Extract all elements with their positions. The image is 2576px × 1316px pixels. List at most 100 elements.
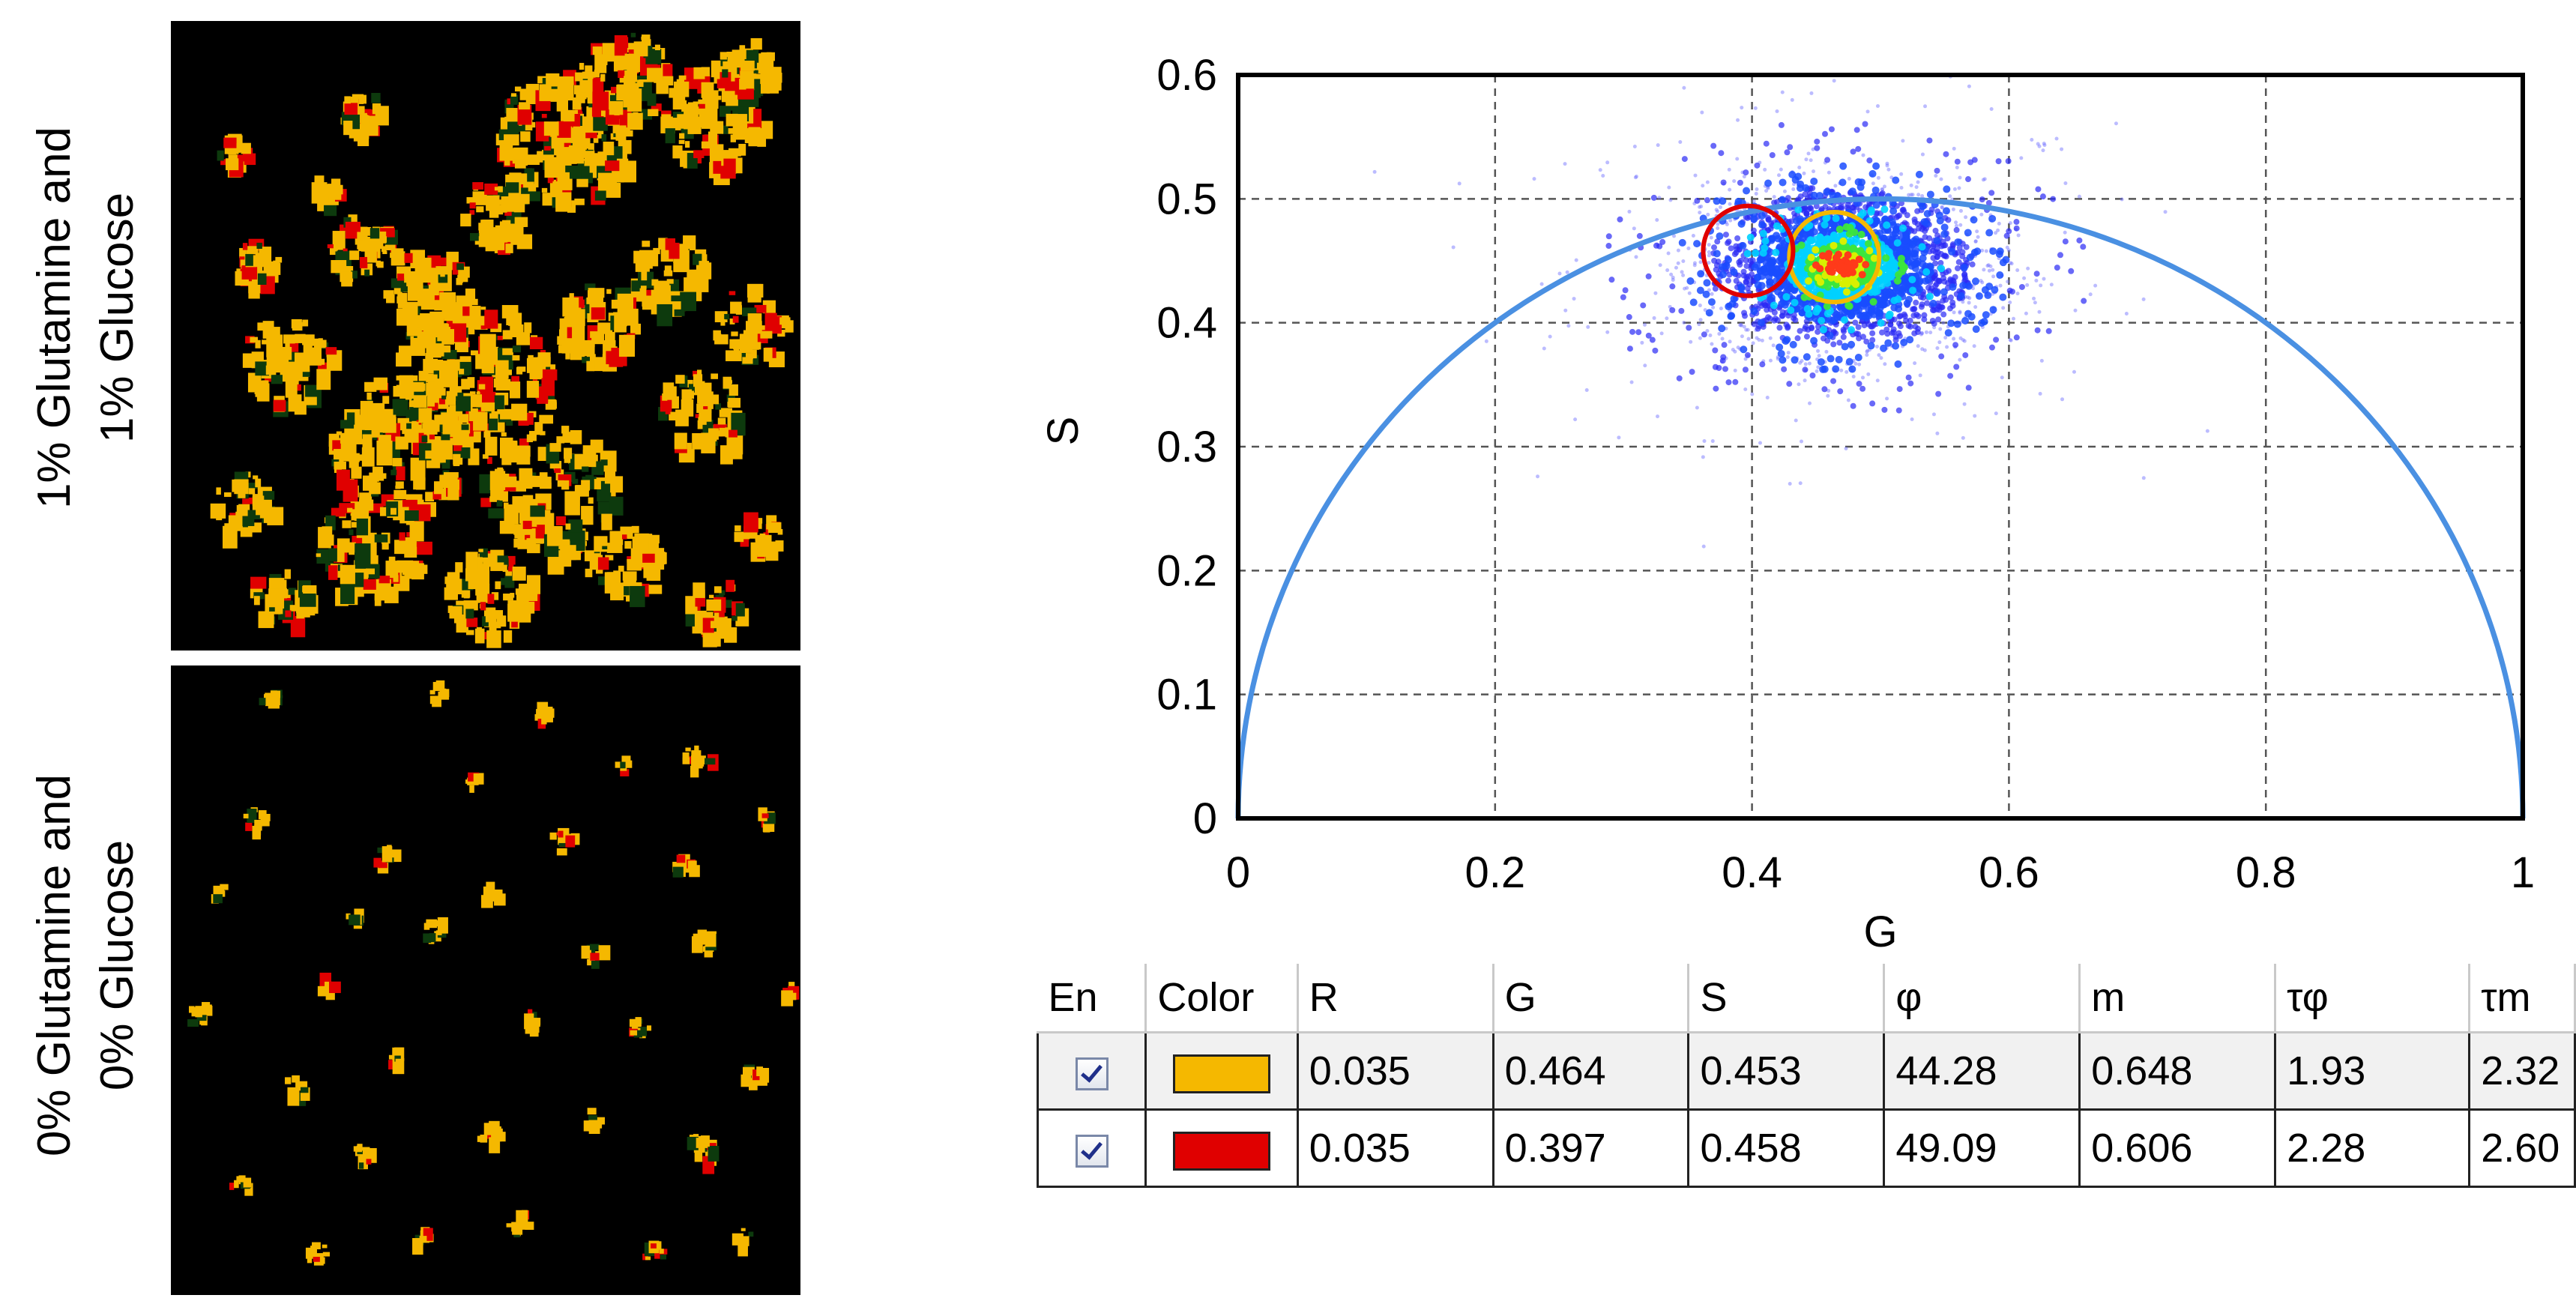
table-row[interactable]: 0.035 0.397 0.458 49.09 0.606 2.28 2.60	[1036, 1108, 2576, 1188]
cell-pixel	[685, 747, 691, 752]
cell-pixel	[492, 372, 498, 378]
cell-pixel	[449, 410, 456, 420]
cell-pixel	[379, 473, 387, 479]
cell-pixel	[524, 1013, 534, 1030]
density-point	[1979, 196, 1985, 203]
checkbox-checked-icon[interactable]	[1075, 1057, 1108, 1090]
cell-pixel	[264, 694, 271, 701]
cell-pixel	[423, 420, 434, 429]
density-point	[1862, 204, 1869, 211]
cell-pixel	[635, 259, 645, 272]
density-point	[1707, 250, 1711, 254]
cell-pixel	[213, 894, 223, 904]
cell-pixel	[505, 182, 519, 193]
x-tick-label: 0.6	[1979, 848, 2039, 897]
color-swatch[interactable]	[1173, 1131, 1271, 1171]
cell-pixel	[729, 291, 736, 295]
cursor-circle[interactable]	[1787, 210, 1882, 305]
density-point	[1584, 387, 1589, 392]
cell-pixel	[486, 630, 501, 648]
cell-pixel	[253, 475, 259, 480]
cell-pixel	[505, 244, 513, 253]
cell-pixel	[447, 572, 460, 585]
density-point	[1935, 346, 1940, 351]
density-point	[1772, 248, 1780, 256]
cell-pixel	[318, 338, 323, 342]
density-point	[1759, 249, 1767, 257]
cell-pixel	[693, 370, 698, 377]
density-point	[1964, 310, 1973, 318]
density-point	[1695, 405, 1699, 410]
cell-pixel	[341, 271, 353, 287]
cell-pixel	[253, 592, 265, 600]
row-color-cell[interactable]	[1144, 1108, 1299, 1188]
density-point	[1942, 207, 1950, 215]
density-point	[1853, 127, 1860, 133]
density-point	[1765, 314, 1772, 321]
cell-pixel	[637, 79, 644, 87]
cell-pixel	[605, 331, 615, 346]
cell-pixel	[648, 585, 663, 594]
col-header-r: R	[1297, 964, 1494, 1033]
density-point	[1737, 220, 1746, 228]
row-enable-checkbox-cell[interactable]	[1036, 1108, 1147, 1188]
cell-pixel	[317, 986, 329, 997]
checkbox-checked-icon[interactable]	[1075, 1134, 1108, 1168]
density-point	[1608, 277, 1615, 283]
cell-pixel	[628, 576, 635, 582]
cursor-circle[interactable]	[1701, 203, 1796, 298]
density-point	[2035, 186, 2042, 193]
row-color-cell[interactable]	[1144, 1031, 1299, 1111]
density-point	[1668, 198, 1673, 202]
cell-pixel	[442, 423, 453, 435]
cell-pixel	[642, 241, 651, 247]
cell-pixel	[627, 55, 640, 73]
cell-pixel	[429, 434, 435, 440]
cell-pixel	[371, 92, 381, 103]
density-point	[1914, 208, 1921, 214]
density-point	[1890, 326, 1897, 333]
density-point	[1794, 205, 1803, 214]
cell-pixel	[495, 205, 504, 215]
density-point	[1824, 349, 1829, 354]
cell-pixel	[704, 612, 714, 620]
cell-pixel	[239, 247, 247, 259]
density-point	[1724, 256, 1732, 264]
cell-pixel	[494, 187, 500, 191]
cell-pixel	[228, 154, 238, 161]
cell-pixel	[388, 1054, 395, 1060]
density-point	[1759, 229, 1767, 238]
density-point	[1682, 85, 1686, 90]
color-swatch[interactable]	[1173, 1054, 1271, 1093]
cell-pixel	[280, 375, 291, 382]
table-row[interactable]: 0.035 0.464 0.453 44.28 0.648 1.93 2.32	[1036, 1031, 2576, 1111]
cell-pixel	[646, 570, 655, 581]
row-enable-checkbox-cell[interactable]	[1036, 1031, 1147, 1111]
cell-pixel	[639, 560, 649, 568]
cell-pixel	[525, 1222, 534, 1231]
cell-pixel	[337, 549, 345, 562]
cell-pixel	[500, 578, 507, 585]
density-point	[1940, 205, 1944, 210]
cell-pixel	[377, 576, 390, 584]
y-tick-label: 0.2	[1156, 546, 1217, 595]
density-point	[1826, 331, 1834, 339]
density-point	[1707, 298, 1716, 306]
density-point	[1830, 241, 1838, 250]
cell-pixel	[541, 716, 547, 725]
microscopy-image-top-canvas	[210, 32, 794, 648]
cell-pixel	[255, 478, 262, 488]
cell-pixel	[496, 500, 503, 507]
density-point	[1730, 295, 1738, 303]
cell-pixel	[600, 73, 606, 82]
density-point	[2045, 328, 2052, 334]
density-point	[1914, 185, 1919, 190]
density-point	[1746, 233, 1755, 241]
cell-pixel	[432, 345, 441, 358]
cell-pixel	[393, 489, 407, 500]
cell-pixel	[399, 517, 407, 524]
cell-pixel	[707, 394, 720, 405]
density-point	[1457, 181, 1462, 186]
cell-pixel	[735, 603, 745, 617]
cell-pixel	[244, 355, 250, 360]
